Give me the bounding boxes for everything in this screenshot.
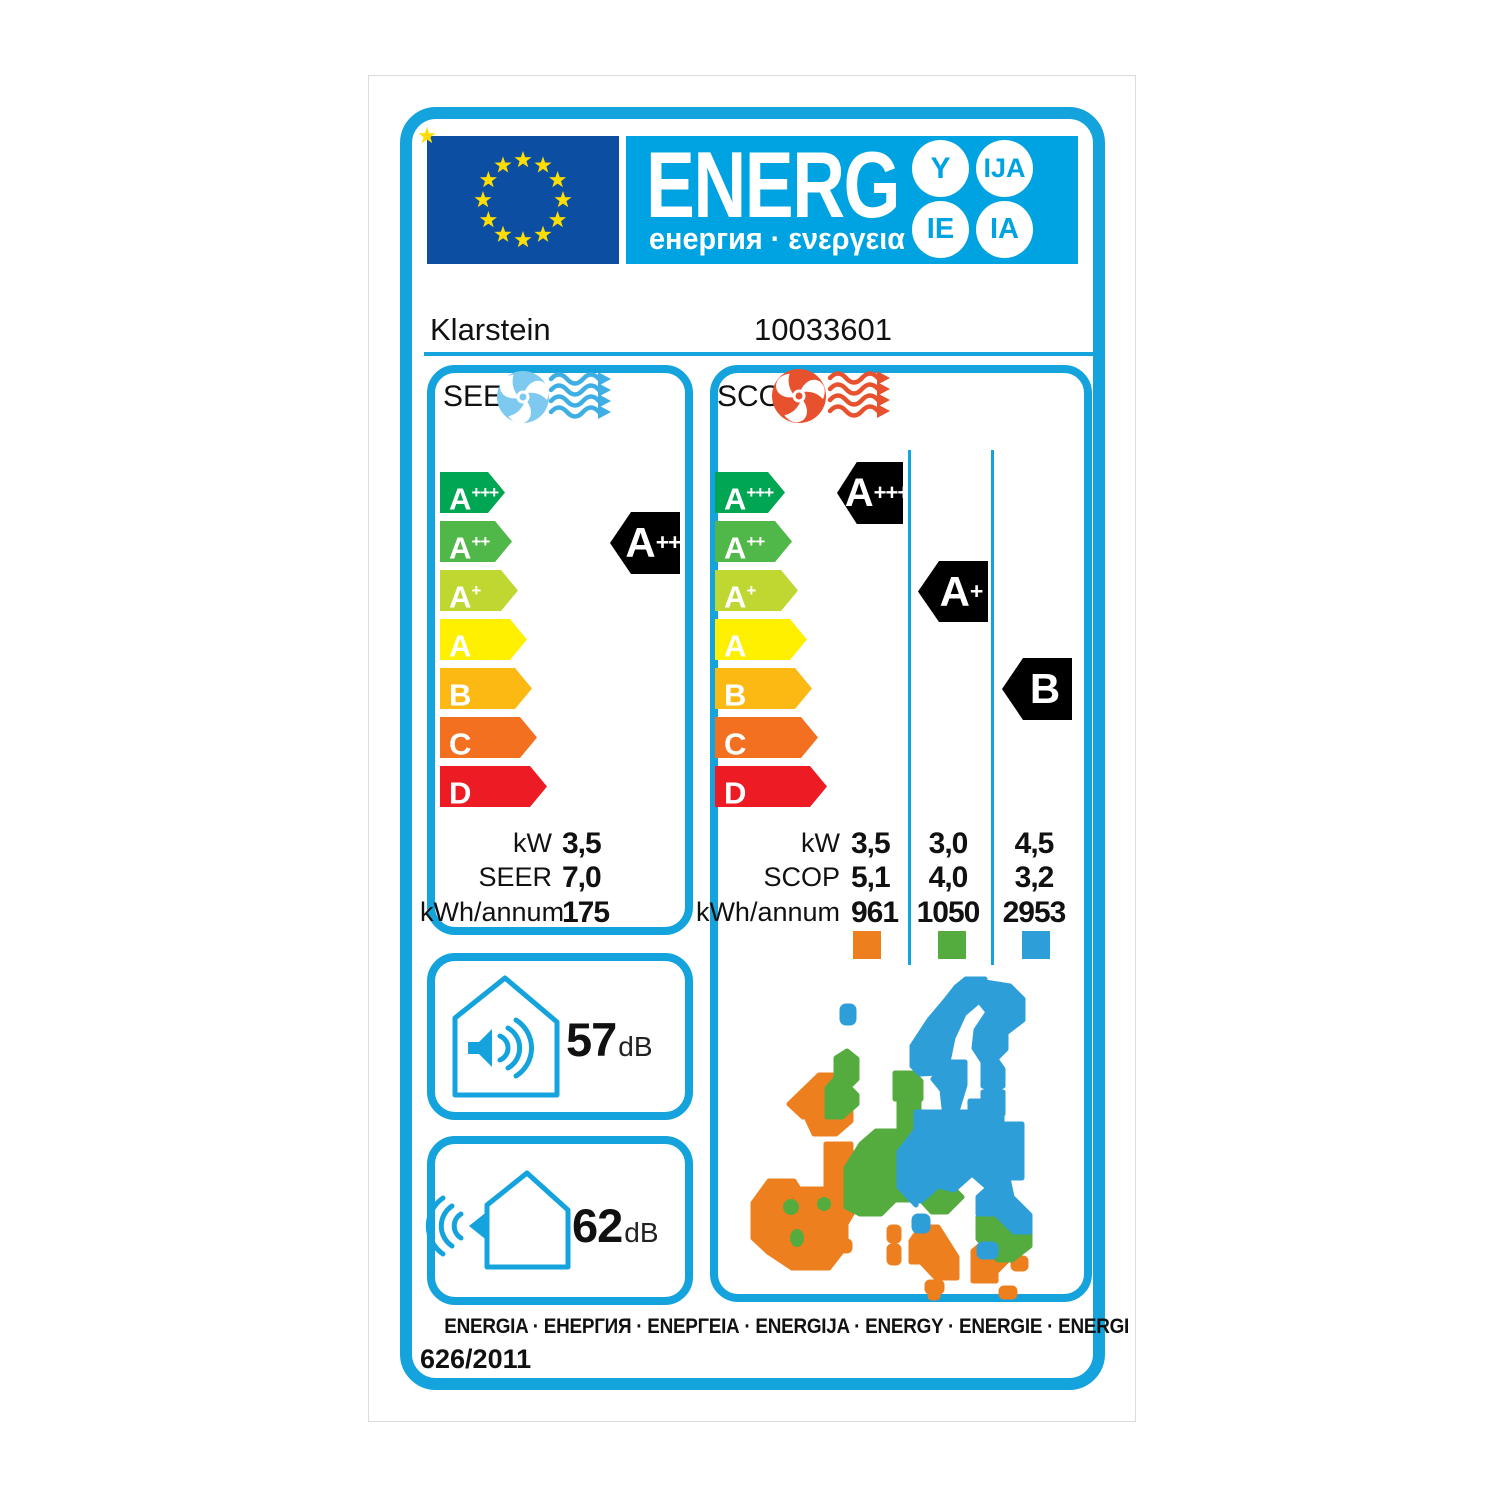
- grade-suffix: +: [471, 581, 481, 600]
- grade-suffix: ++: [471, 532, 490, 551]
- lang-circle-ia: IA: [976, 201, 1033, 258]
- heating-fan-icon: [772, 369, 890, 423]
- seer-seer-label: SEER: [478, 862, 552, 892]
- grade-letter: B: [449, 677, 472, 713]
- cool-airflow-icon: [548, 372, 611, 419]
- scop-scop-value-2: 4,0: [928, 861, 969, 894]
- grade-suffix: +++: [471, 483, 499, 502]
- indoor-sound-value: 57 dB: [566, 1012, 653, 1067]
- lang-circle-y: Y: [912, 140, 969, 197]
- legend-average-climate-square: [938, 931, 966, 959]
- lang-circle-ie: IE: [912, 201, 969, 258]
- scop-scale-arrow-b: B: [715, 668, 812, 709]
- speaker-waves-icon: [425, 1195, 489, 1257]
- outdoor-sound-box: [427, 1136, 693, 1305]
- seer-scale-arrow-b: B: [440, 668, 532, 709]
- scop-scale-arrow-appp: A+++: [715, 472, 785, 513]
- scop-kw-value-2: 3,0: [928, 827, 969, 860]
- scop-column-divider-2: [991, 450, 994, 965]
- rating-letter: A: [939, 567, 970, 615]
- grade-letter: A: [724, 530, 747, 566]
- europe-climate-map: [750, 976, 1033, 1301]
- indoor-db-number: 57: [566, 1013, 617, 1066]
- scop-scale-arrow-app: A++: [715, 521, 792, 562]
- scop-kwh-value-1: 961: [851, 896, 899, 929]
- heat-airflow-icon: [827, 371, 890, 418]
- scop-kw-value-1: 3,5: [851, 827, 891, 860]
- scop-kwh-value-2: 1050: [916, 896, 981, 929]
- grade-letter: A: [449, 628, 472, 664]
- label-blue-frame: [400, 107, 1105, 1390]
- seer-scale-arrow-app: A++: [440, 521, 512, 562]
- scop-scop-value-3: 3,2: [1014, 861, 1055, 894]
- grade-suffix: +: [746, 581, 756, 600]
- header-divider: [424, 352, 1093, 356]
- seer-scale-arrow-d: D: [440, 766, 547, 807]
- outdoor-db-unit: dB: [624, 1217, 659, 1248]
- rating-suffix: +++: [873, 480, 910, 505]
- outdoor-db-number: 62: [572, 1199, 623, 1252]
- grade-suffix: +++: [746, 483, 774, 502]
- grade-letter: C: [724, 726, 747, 762]
- lang-circle-ija: IJA: [976, 140, 1033, 197]
- rating-suffix: ++: [655, 529, 681, 556]
- cooling-fan-icon: [497, 371, 611, 424]
- grade-letter: D: [449, 775, 472, 811]
- grade-letter: A: [724, 579, 747, 615]
- seer-scale-arrow-c: C: [440, 717, 537, 758]
- rating-suffix: +: [969, 577, 983, 604]
- house-outline-icon: [452, 975, 560, 1098]
- scop-scop-value-1: 5,1: [851, 861, 891, 894]
- grade-letter: A: [449, 481, 472, 517]
- indoor-sound-box: [427, 953, 693, 1120]
- scop-rating-indicator-colder: B: [1002, 658, 1072, 720]
- seer-kw-value: 3,5: [562, 827, 602, 860]
- energ-logo-text: ENERG: [646, 132, 901, 237]
- footer-languages: ENERGIA · ЕНЕРГИЯ · ΕΝΕΡΓΕΙΑ · ENERGIJA …: [444, 1315, 1130, 1338]
- legend-warmer-climate-square: [853, 931, 881, 959]
- regulation-number: 626/2011: [420, 1344, 532, 1374]
- scop-scale-arrow-a: A: [715, 619, 807, 660]
- legend-colder-climate-square: [1022, 931, 1050, 959]
- grade-letter: A: [449, 579, 472, 615]
- indoor-db-unit: dB: [618, 1031, 653, 1062]
- scop-column-divider-1: [908, 450, 911, 965]
- scop-kwh-value-3: 2953: [1002, 896, 1067, 929]
- scop-scop-label: SCOP: [763, 862, 840, 892]
- eu-flag: [418, 127, 619, 264]
- indoor-sound-icon: [452, 975, 560, 1098]
- grade-letter: A: [449, 530, 472, 566]
- scop-scale-arrow-c: C: [715, 717, 818, 758]
- rating-letter: A: [844, 471, 874, 515]
- scop-kw-value-3: 4,5: [1014, 827, 1055, 860]
- scop-scale-arrow-d: D: [715, 766, 827, 807]
- seer-seer-value: 7,0: [562, 861, 602, 894]
- grade-letter: C: [449, 726, 472, 762]
- grade-letter: A: [724, 481, 747, 517]
- outdoor-sound-value: 62 dB: [572, 1198, 659, 1253]
- model-number: 10033601: [754, 312, 892, 347]
- scop-scale-arrow-ap: A+: [715, 570, 798, 611]
- house-outline-icon: [484, 1170, 571, 1270]
- brand-name: Klarstein: [430, 312, 551, 347]
- outdoor-sound-icon: [425, 1170, 571, 1270]
- rating-letter: B: [1029, 665, 1061, 712]
- scop-kwh-label: kWh/annum: [695, 897, 840, 927]
- grade-letter: B: [724, 677, 747, 713]
- energ-logo-subtitle: енергия · ενεργεια: [649, 221, 905, 256]
- eu-stars-icon: [418, 127, 572, 248]
- rating-letter: A: [625, 519, 656, 566]
- scop-kw-label: kW: [801, 828, 840, 858]
- speaker-waves-icon: [468, 1017, 535, 1079]
- grade-letter: A: [724, 628, 747, 664]
- seer-scale-arrow-ap: A+: [440, 570, 518, 611]
- seer-scale-arrow-a: A: [440, 619, 527, 660]
- seer-kwh-value: 175: [562, 896, 610, 929]
- grade-suffix: ++: [746, 532, 765, 551]
- grade-letter: D: [724, 775, 747, 811]
- seer-kwh-label: kWh/annum: [420, 897, 565, 927]
- seer-kw-label: kW: [513, 828, 552, 858]
